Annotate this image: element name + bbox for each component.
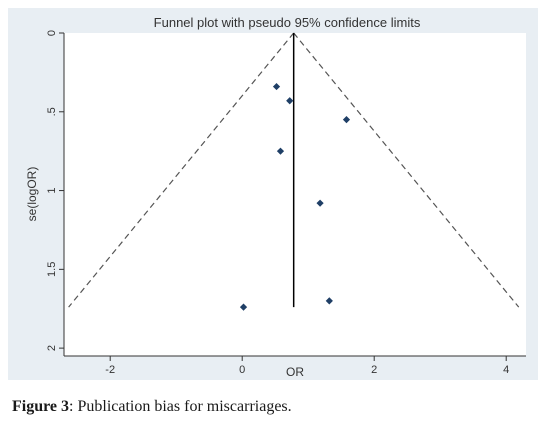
study-point (272, 82, 281, 91)
y-tick-label: 2 (46, 345, 58, 351)
x-tick-label: -2 (105, 364, 115, 376)
x-tick-label: 2 (371, 364, 377, 376)
x-axis-title: OR (286, 365, 304, 379)
study-point (325, 297, 333, 305)
x-tick-label: 0 (239, 364, 245, 376)
study-point (239, 303, 248, 311)
y-tick-label: 0 (46, 30, 58, 36)
ci-limit-right (293, 32, 520, 308)
figure-panel: Funnel plot with pseudo 95% confidence l… (8, 8, 538, 380)
chart-title: Funnel plot with pseudo 95% confidence l… (154, 15, 421, 30)
figure-label: Figure 3 (12, 398, 70, 415)
y-tick-label: 1 (46, 187, 58, 193)
funnel-plot: Funnel plot with pseudo 95% confidence l… (25, 15, 526, 379)
figure-caption-text: : Publication bias for miscarriages. (69, 398, 292, 415)
y-tick-label: 1.5 (46, 262, 58, 277)
x-tick-label: 4 (503, 364, 509, 376)
ci-limit-left (68, 32, 295, 308)
study-point (276, 147, 285, 155)
y-axis-title: se(logOR) (25, 167, 39, 222)
study-point (342, 116, 351, 124)
study-point (286, 97, 294, 105)
study-point (316, 199, 324, 207)
plot-area (64, 33, 526, 356)
y-tick-label: .5 (46, 107, 58, 116)
chart-marks: 0 .5 1 1.5 2 -2 0 2 4 (46, 30, 526, 376)
figure-caption: Figure 3: Publication bias for miscarria… (12, 398, 292, 416)
